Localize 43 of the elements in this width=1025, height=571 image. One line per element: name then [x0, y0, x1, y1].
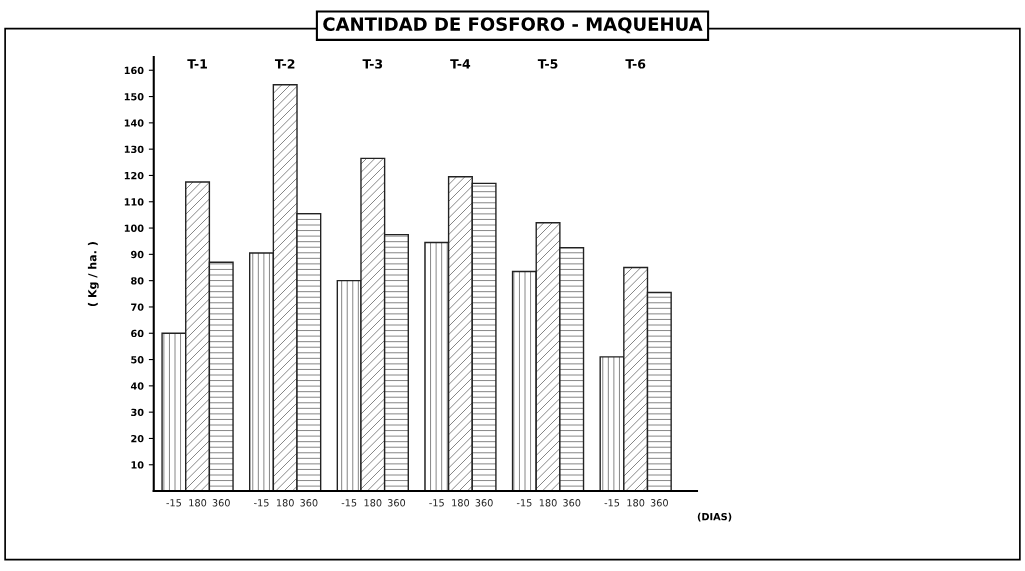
y-tick-label: 40 [130, 382, 144, 390]
y-tick-label: 10 [131, 461, 144, 469]
text: -15 [516, 499, 532, 507]
y-tick-label: 160 [124, 66, 144, 75]
y-tick-label: 90 [131, 250, 144, 259]
y-axis-title: ( Kg / ha. ) [87, 242, 99, 307]
y-tick-label: 110 [124, 198, 144, 206]
text: 360 [387, 499, 406, 507]
text: 180 [452, 499, 470, 507]
x-tick-label: T-6 [625, 59, 646, 69]
text: -15 [604, 499, 620, 507]
text: 360 [300, 499, 318, 507]
x-tick-label: T-4 [450, 59, 471, 69]
series-label: -15 [166, 499, 181, 507]
text: 180 [364, 499, 382, 507]
text: 180 [276, 499, 294, 507]
text: 180 [627, 499, 645, 507]
text: 360 [650, 499, 668, 507]
x-axis-title: (DIAS) [697, 512, 732, 522]
text: -15 [341, 499, 357, 507]
y-tick-label: 60 [131, 329, 144, 338]
y-tick-label: 140 [124, 119, 144, 127]
y-tick-label: 70 [131, 303, 144, 311]
chart-title: CANTIDAD DE FOSFORO - MAQUEHUA [323, 17, 703, 34]
series-label: 360 [212, 499, 230, 507]
x-tick-label: T-3 [362, 59, 383, 69]
x-tick-label: T-1 [187, 59, 207, 69]
text: -15 [254, 499, 269, 507]
y-tick-label: 20 [131, 434, 144, 443]
y-tick-label: 150 [124, 93, 144, 101]
y-tick-label: 130 [124, 145, 144, 153]
y-tick-label: 30 [131, 408, 144, 416]
text: 360 [563, 499, 581, 507]
x-tick-label: T-2 [274, 59, 295, 69]
y-tick-label: 80 [131, 277, 144, 285]
text: 360 [475, 499, 493, 507]
series-label: 180 [189, 499, 207, 507]
y-tick-label: 50 [131, 356, 144, 364]
x-tick-label: T-5 [537, 59, 558, 69]
y-tick-label: 120 [124, 171, 144, 180]
text: 180 [539, 499, 557, 507]
text: -15 [429, 499, 444, 507]
y-tick-label: 100 [124, 224, 144, 232]
